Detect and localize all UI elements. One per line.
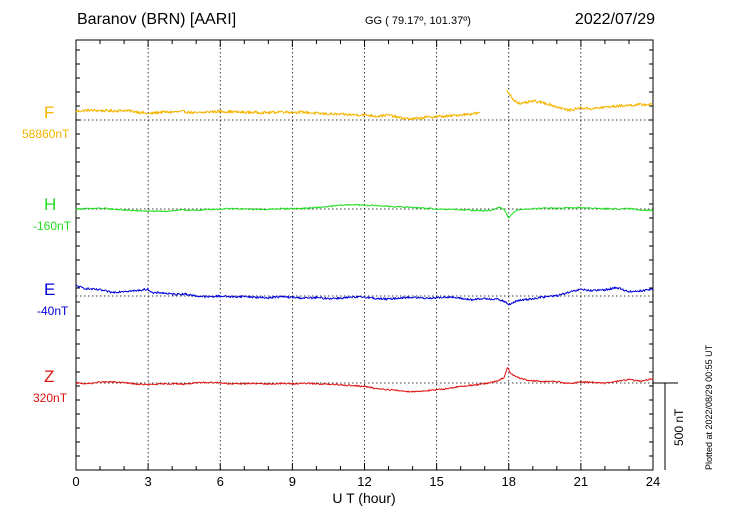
series-z-line	[75, 367, 654, 393]
x-axis-label: U T (hour)	[332, 490, 395, 506]
axis-ticks	[75, 40, 654, 470]
channel-e-label: E	[44, 280, 56, 299]
plot-date: 2022/07/29	[574, 11, 655, 28]
series-f-line	[75, 89, 654, 121]
channel-h-label: H	[44, 195, 57, 214]
x-tick-label: 6	[217, 474, 224, 489]
station-title: Baranov (BRN) [AARI]	[77, 11, 237, 28]
grid-lines	[147, 40, 582, 470]
x-tick-labels: 0 3 6 9 12 15 18 21 24	[72, 474, 660, 489]
channel-h-baseline: -160nT	[33, 219, 72, 233]
plotted-timestamp: Plotted at 2022/08/29 00:55 UT	[704, 344, 714, 470]
x-tick-label: 15	[429, 474, 443, 489]
x-tick-label: 21	[574, 474, 588, 489]
scale-bar: 500 nT	[653, 382, 686, 470]
x-tick-label: 3	[145, 474, 152, 489]
scale-bar-label: 500 nT	[672, 408, 686, 446]
channel-z-baseline: 320nT	[33, 391, 68, 405]
x-tick-label: 9	[289, 474, 296, 489]
channel-z-label: Z	[44, 367, 55, 386]
x-tick-label: 18	[502, 474, 516, 489]
channel-f-label: F	[44, 103, 55, 122]
channel-baselines	[76, 119, 653, 384]
x-tick-label: 24	[646, 474, 660, 489]
series-e-line	[75, 284, 654, 306]
channel-f-baseline: 58860nT	[22, 127, 70, 141]
x-tick-label: 0	[72, 474, 79, 489]
series-lines	[75, 89, 654, 393]
series-h-line	[75, 203, 654, 219]
channel-e-baseline: -40nT	[37, 304, 69, 318]
x-tick-label: 12	[357, 474, 371, 489]
station-coordinates: GG ( 79.17º, 101.37º)	[365, 15, 471, 27]
